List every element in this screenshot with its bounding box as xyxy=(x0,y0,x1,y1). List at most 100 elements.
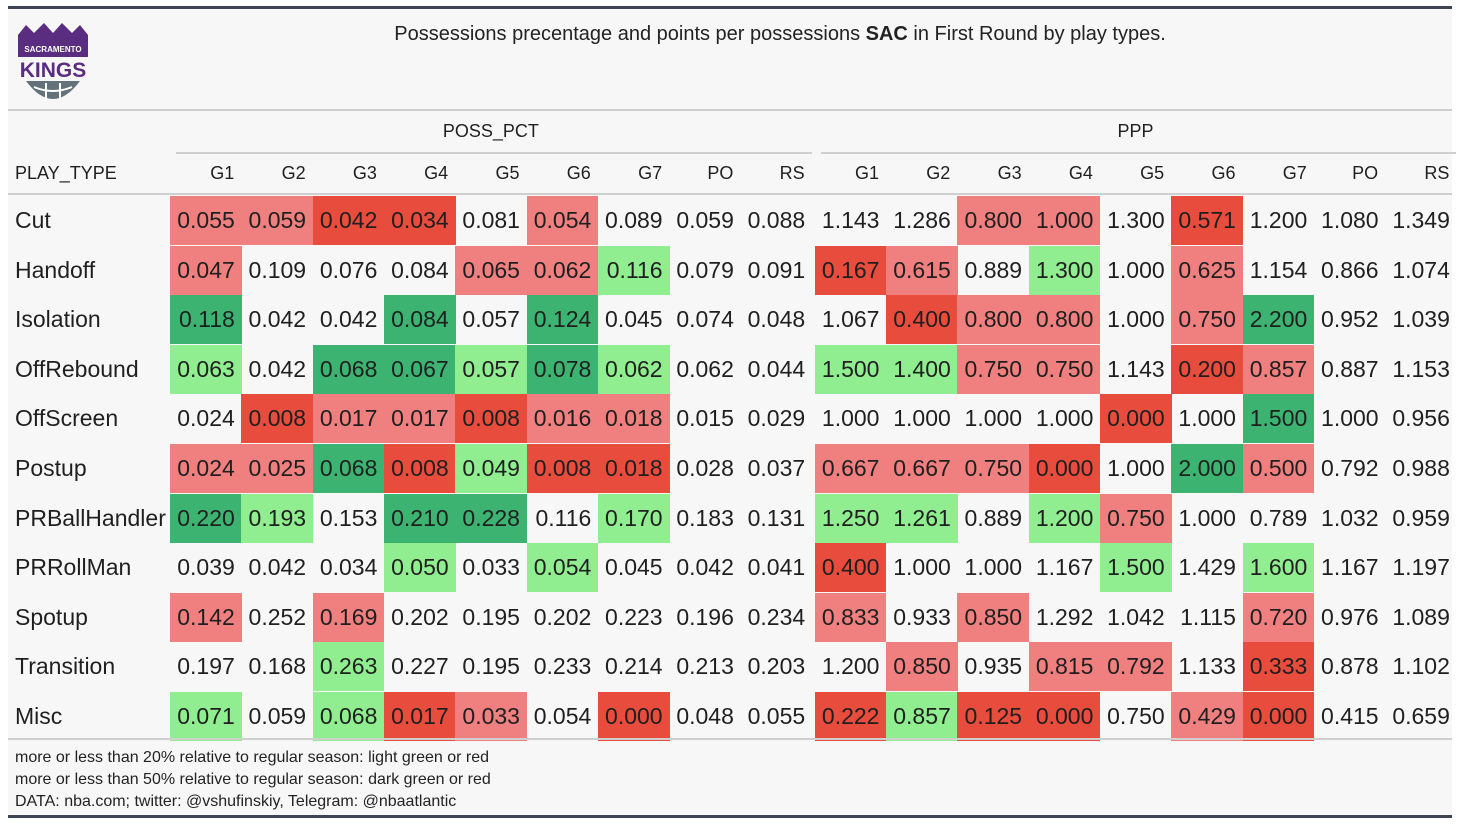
row-header: PLAY_TYPE xyxy=(15,163,117,183)
table-cell: 0.042 xyxy=(312,196,385,245)
footer-note-20pct: more or less than 20% relative to regula… xyxy=(15,749,490,766)
play-type-label: PRBallHandler xyxy=(15,504,166,531)
table-cell: 0.142 xyxy=(170,592,242,642)
table-cell: 0.988 xyxy=(1392,455,1450,481)
column-header: G7 xyxy=(1282,163,1307,183)
table-cell: 0.062 xyxy=(526,245,599,295)
column-header: G3 xyxy=(352,163,377,183)
table-cell: 1.042 xyxy=(1107,603,1165,630)
play-type-label: OffScreen xyxy=(15,405,119,432)
table-cell: 0.054 xyxy=(526,196,599,245)
table-cell: 1.300 xyxy=(1107,207,1165,233)
table-cell: 0.857 xyxy=(886,692,958,741)
table-cell: 0.750 xyxy=(957,344,1030,394)
column-header: G3 xyxy=(997,163,1022,183)
column-header: G5 xyxy=(495,163,520,183)
table-cell: 1.000 xyxy=(1107,455,1165,481)
table-cell: 1.600 xyxy=(1242,543,1315,593)
table-cell: 0.792 xyxy=(1099,642,1172,692)
table-cell: 0.667 xyxy=(814,444,887,493)
footer-divider xyxy=(8,738,1452,740)
column-header: G2 xyxy=(926,163,951,183)
table-cell: 1.300 xyxy=(1028,245,1101,295)
column-header: PO xyxy=(1352,163,1379,183)
table-cell: 0.068 xyxy=(312,444,385,493)
table-cell: 1.032 xyxy=(1321,504,1379,531)
group-header: POSS_PCT xyxy=(442,121,539,141)
column-header: G4 xyxy=(1068,163,1093,183)
table-cell: 0.750 xyxy=(1099,493,1172,543)
table-cell: 0.750 xyxy=(957,444,1030,493)
table-cell: 1.000 xyxy=(1178,504,1236,531)
table-cell: 0.048 xyxy=(747,306,806,333)
table-cell: 0.109 xyxy=(248,256,307,283)
table-cell: 1.000 xyxy=(893,405,951,432)
table-cell: 0.045 xyxy=(605,554,663,581)
table-cell: 0.227 xyxy=(391,653,449,680)
table-cell: 0.067 xyxy=(383,344,456,394)
table-cell: 0.089 xyxy=(605,207,663,233)
table-cell: 0.118 xyxy=(170,295,242,345)
table-cell: 0.887 xyxy=(1321,355,1379,382)
table-cell: 0.833 xyxy=(814,592,887,642)
table-cell: 0.000 xyxy=(597,692,670,741)
table-cell: 0.789 xyxy=(1249,504,1308,531)
table-cell: 0.034 xyxy=(383,196,456,245)
table-cell: 1.167 xyxy=(1321,554,1379,581)
play-type-label: Misc xyxy=(15,703,63,729)
table-cell: 0.263 xyxy=(312,642,385,692)
table-cell: 1.000 xyxy=(893,554,951,581)
table-cell: 1.349 xyxy=(1392,207,1450,233)
table-cell: 0.203 xyxy=(747,653,806,680)
table-cell: 0.016 xyxy=(526,394,599,444)
table-cell: 0.065 xyxy=(455,245,527,295)
table-cell: 0.197 xyxy=(177,653,235,680)
chart-title: Possessions precentage and points per po… xyxy=(394,23,1166,45)
table-cell: 1.200 xyxy=(821,653,880,680)
table-cell: 1.167 xyxy=(1035,554,1094,581)
table-cell: 0.125 xyxy=(957,692,1030,741)
table-cell: 0.071 xyxy=(170,692,242,741)
group-underline xyxy=(176,152,812,154)
table-cell: 0.081 xyxy=(462,207,520,233)
table-cell: 0.033 xyxy=(462,554,520,581)
table-cell: 0.933 xyxy=(893,603,951,630)
table-cell: 1.500 xyxy=(1242,394,1315,444)
table-cell: 1.133 xyxy=(1178,653,1236,680)
table-cell: 0.850 xyxy=(957,592,1030,642)
column-header: G6 xyxy=(566,163,591,183)
table-cell: 0.234 xyxy=(747,603,806,630)
play-type-label: Handoff xyxy=(15,256,96,283)
column-header: G1 xyxy=(854,163,879,183)
play-type-label: PRRollMan xyxy=(15,554,132,581)
table-cell: 0.039 xyxy=(177,554,235,581)
table-cell: 0.252 xyxy=(248,603,307,630)
column-header: G6 xyxy=(1211,163,1236,183)
kings-logo-icon: SACRAMENTO KINGS xyxy=(18,23,88,99)
table-cell: 0.195 xyxy=(462,603,520,630)
footer-source: DATA: nba.com; twitter: @vshufinskiy, Te… xyxy=(15,793,457,810)
table-cell: 0.042 xyxy=(248,355,307,382)
table-cell: 0.057 xyxy=(455,344,527,394)
table-cell: 0.667 xyxy=(886,444,958,493)
table-cell: 0.062 xyxy=(597,344,670,394)
table-cell: 1.000 xyxy=(1028,196,1101,245)
table-cell: 0.091 xyxy=(747,256,806,283)
svg-text:KINGS: KINGS xyxy=(20,59,87,82)
chart-panel: SACRAMENTO KINGS Possessions precentage … xyxy=(8,6,1457,818)
table-cell: 0.049 xyxy=(455,444,527,493)
column-header: RS xyxy=(1424,163,1450,183)
table-cell: 0.124 xyxy=(526,295,599,345)
table-cell: 0.167 xyxy=(814,245,887,295)
table-cell: 0.015 xyxy=(676,405,734,432)
table-cell: 1.292 xyxy=(1035,603,1094,630)
table-cell: 0.055 xyxy=(747,703,806,729)
table-cell: 0.400 xyxy=(814,543,887,593)
svg-text:SACRAMENTO: SACRAMENTO xyxy=(24,45,81,54)
table-cell: 0.889 xyxy=(964,256,1023,283)
table-cell: 1.067 xyxy=(821,306,880,333)
table-cell: 0.000 xyxy=(1099,394,1172,444)
table-cell: 0.037 xyxy=(747,455,806,481)
table-cell: 0.750 xyxy=(1171,295,1243,345)
table-cell: 0.169 xyxy=(312,592,385,642)
